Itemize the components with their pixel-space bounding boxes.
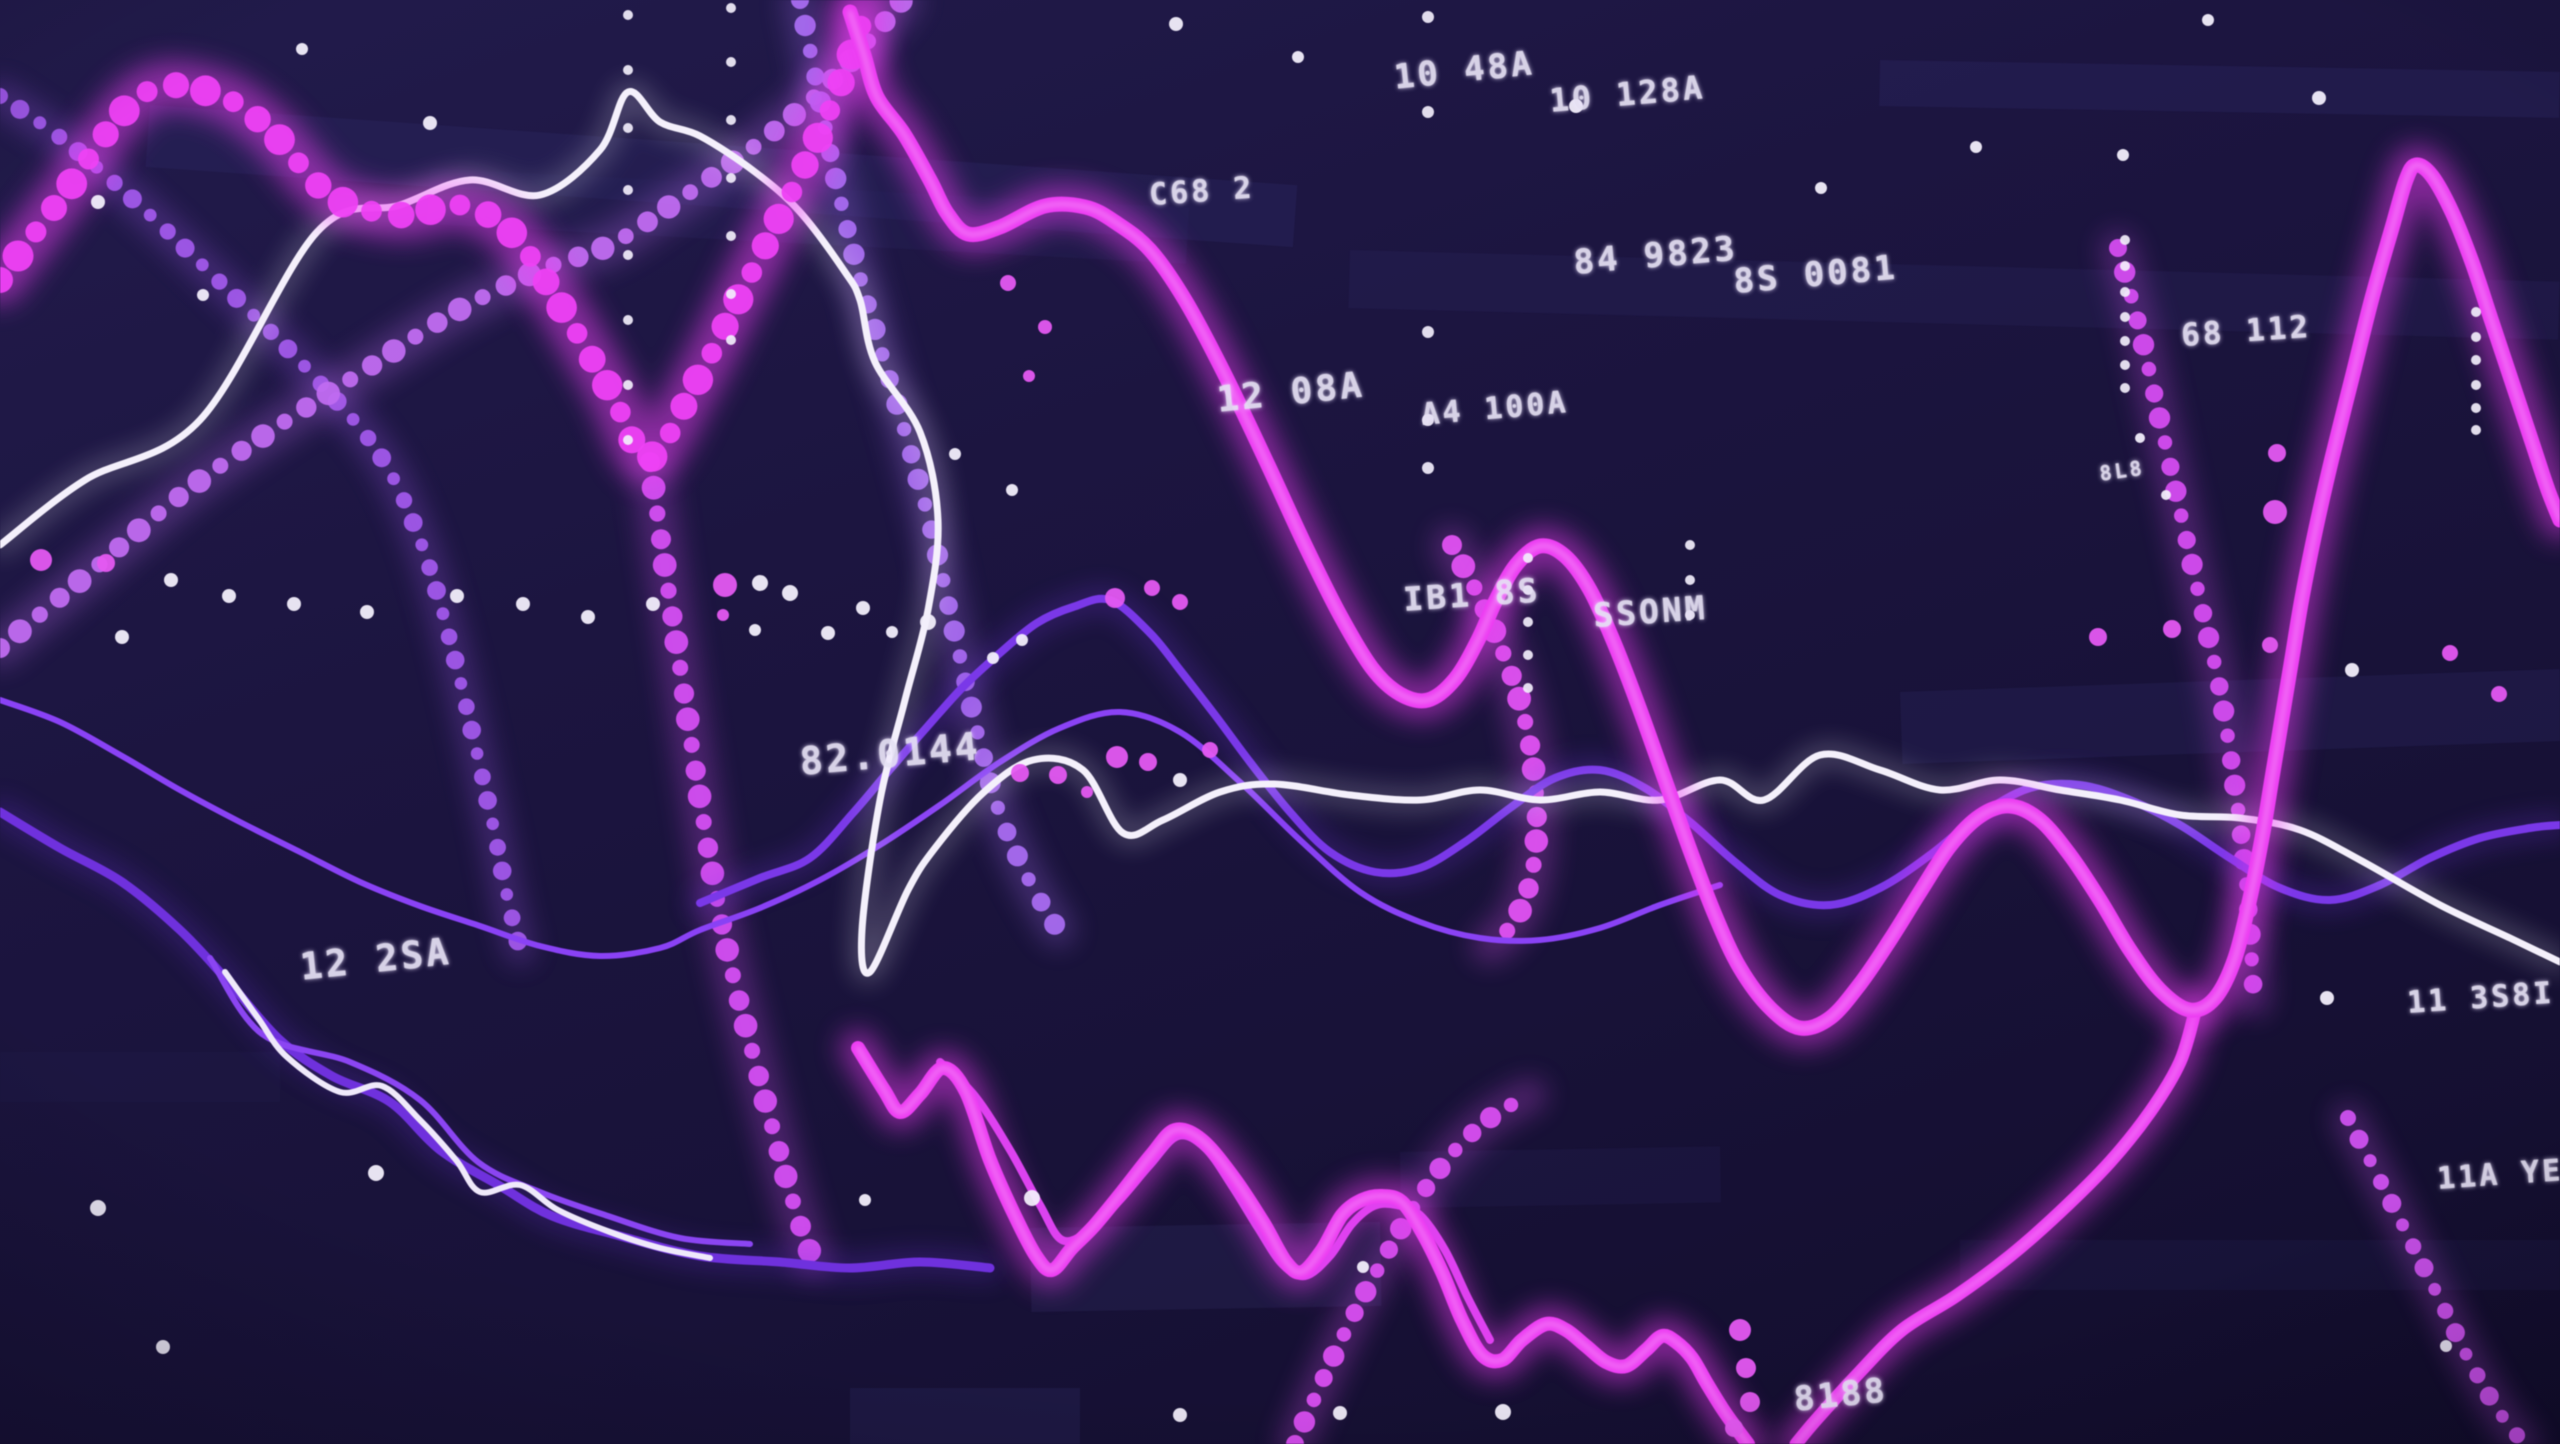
series-magenta-bridge-right [1789,1005,2202,1444]
dotted-vertical-line [1422,11,1434,474]
glitch-band [0,1052,280,1102]
dotted-vertical-line [1685,540,1695,620]
series-white-braid-lower-left [222,969,713,1261]
series-purple-braid-strand2 [207,955,753,1247]
glitch-band [1879,59,2560,118]
glitch-band [1960,1240,2560,1290]
glitch-band [850,1388,1080,1444]
